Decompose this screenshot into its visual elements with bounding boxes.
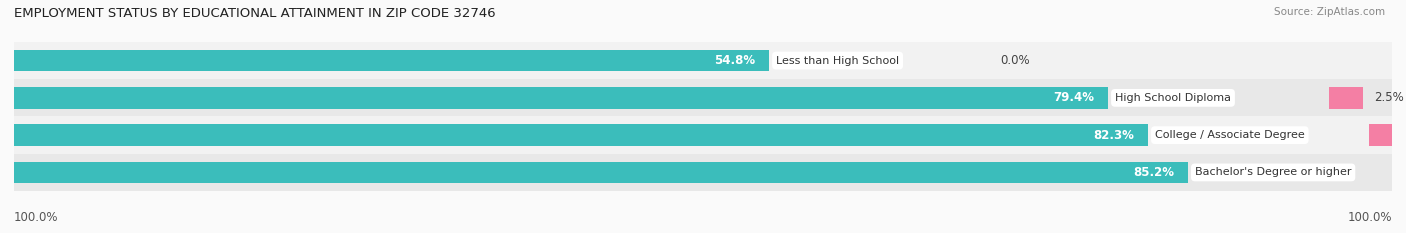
Text: Less than High School: Less than High School xyxy=(776,56,900,65)
Text: High School Diploma: High School Diploma xyxy=(1115,93,1232,103)
Bar xyxy=(14,50,769,71)
Text: 2.5%: 2.5% xyxy=(1374,91,1403,104)
Bar xyxy=(14,154,1392,191)
Text: EMPLOYMENT STATUS BY EDUCATIONAL ATTAINMENT IN ZIP CODE 32746: EMPLOYMENT STATUS BY EDUCATIONAL ATTAINM… xyxy=(14,7,496,20)
Text: College / Associate Degree: College / Associate Degree xyxy=(1154,130,1305,140)
Text: Source: ZipAtlas.com: Source: ZipAtlas.com xyxy=(1274,7,1385,17)
Text: 100.0%: 100.0% xyxy=(14,211,59,224)
Bar xyxy=(1368,124,1395,146)
Bar xyxy=(14,42,1392,79)
Bar xyxy=(14,116,1392,154)
Bar xyxy=(14,124,1149,146)
Text: 79.4%: 79.4% xyxy=(1053,91,1094,104)
Bar xyxy=(14,79,1392,116)
Text: 100.0%: 100.0% xyxy=(1347,211,1392,224)
Text: 54.8%: 54.8% xyxy=(714,54,755,67)
Bar xyxy=(1329,87,1362,109)
Text: 85.2%: 85.2% xyxy=(1133,166,1174,179)
Text: 82.3%: 82.3% xyxy=(1094,129,1135,142)
Text: 0.0%: 0.0% xyxy=(1001,54,1031,67)
Bar xyxy=(14,87,1108,109)
Text: Bachelor's Degree or higher: Bachelor's Degree or higher xyxy=(1195,168,1351,177)
Bar xyxy=(14,162,1188,183)
